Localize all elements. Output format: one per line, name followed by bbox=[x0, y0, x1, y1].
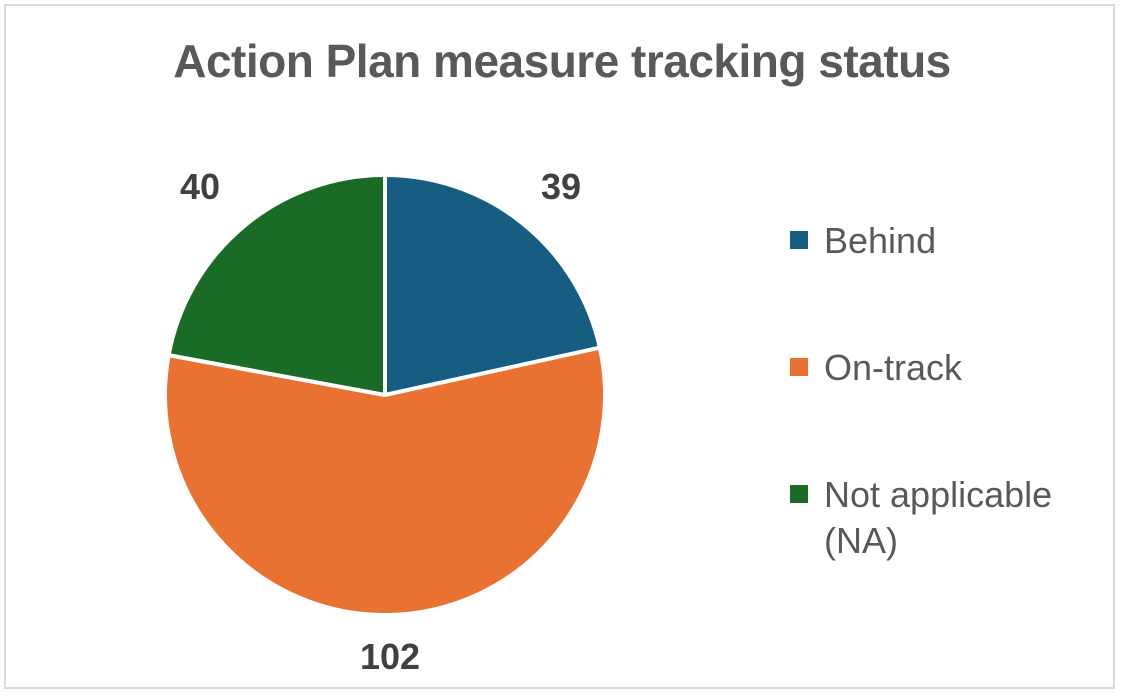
legend-label-behind: Behind bbox=[824, 220, 937, 261]
legend-item-not-applicable: Not applicable (NA) bbox=[790, 472, 1052, 564]
legend-label-na-line2: (NA) bbox=[824, 520, 898, 561]
legend-item-behind: Behind bbox=[790, 218, 936, 264]
legend-label-on-track: On-track bbox=[824, 347, 963, 388]
data-label-not-applicable: 40 bbox=[180, 166, 221, 207]
legend-swatch-on-track bbox=[790, 358, 808, 376]
legend-label-not-applicable: Not applicable (NA) bbox=[824, 472, 1052, 564]
legend-swatch-not-applicable bbox=[790, 485, 808, 503]
data-label-behind: 39 bbox=[541, 166, 582, 207]
legend-swatch-behind bbox=[790, 231, 808, 249]
legend-label-na-line1: Not applicable bbox=[824, 474, 1053, 515]
data-label-on-track: 102 bbox=[360, 636, 421, 677]
pie-slice-on-track bbox=[163, 345, 607, 617]
pie-slice-behind bbox=[383, 173, 602, 397]
pie-slice-not-applicable bbox=[166, 173, 387, 397]
chart-title: Action Plan measure tracking status bbox=[173, 35, 951, 87]
legend-item-on-track: On-track bbox=[790, 345, 962, 391]
